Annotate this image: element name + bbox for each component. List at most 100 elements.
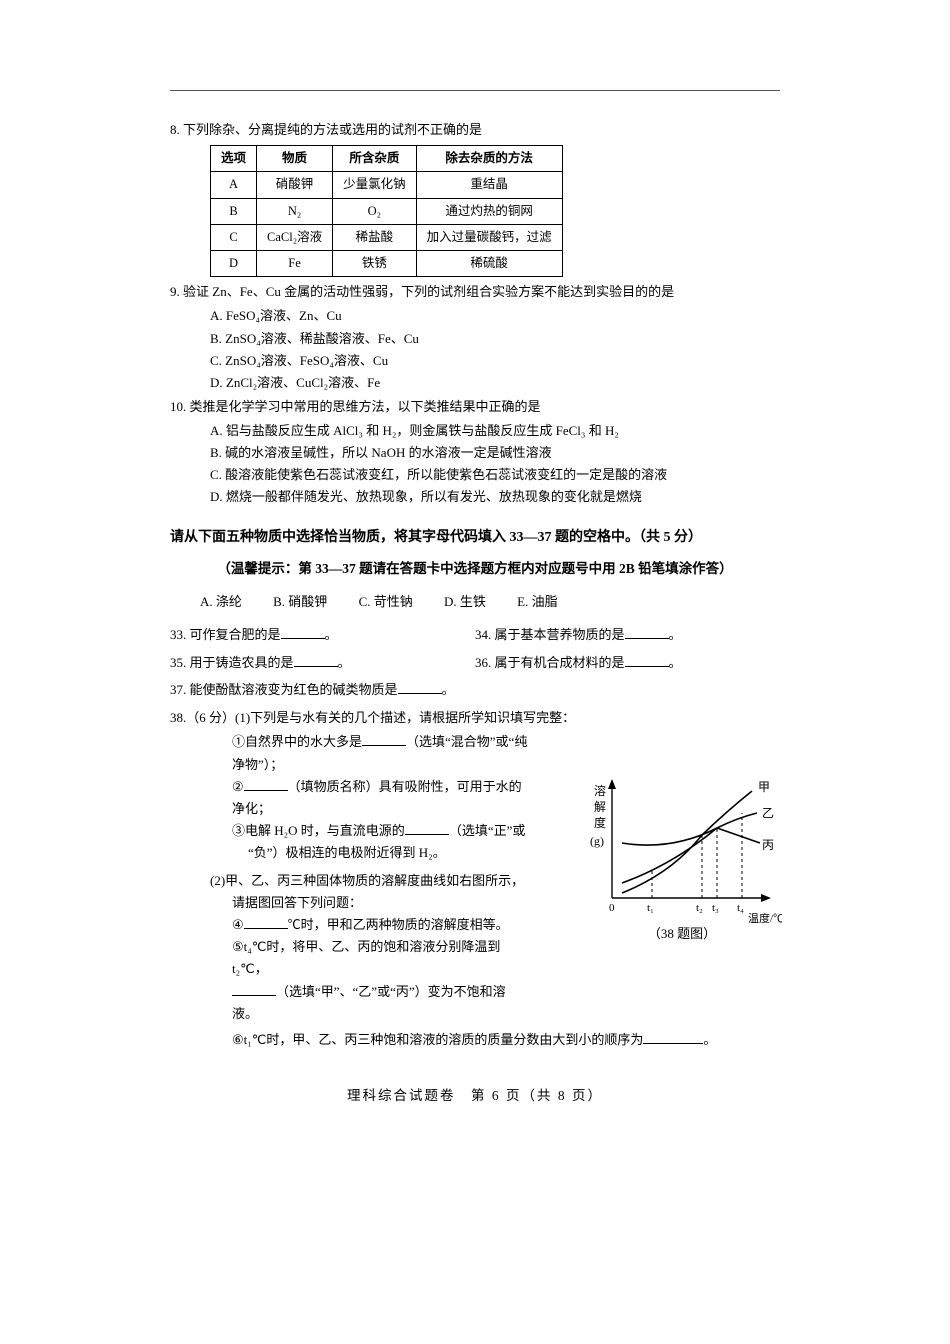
q8-header-row: 选项 物质 所含杂质 除去杂质的方法: [211, 146, 563, 172]
q8-table: 选项 物质 所含杂质 除去杂质的方法 A 硝酸钾 少量氯化钠 重结晶 B N₂ …: [210, 145, 563, 277]
blank: [281, 626, 325, 639]
blank: [244, 916, 288, 929]
blank: [625, 626, 669, 639]
q38-p2: (2)甲、乙、丙三种固体物质的溶解度曲线如右图所示，: [170, 870, 530, 892]
q33-37-grid: 33. 可作复合肥的是。 34. 属于基本营养物质的是。 35. 用于铸造农具的…: [170, 621, 780, 677]
q38-l3: ③电解 H₂O 时，与直流电源的 （选填“正”或: [170, 820, 530, 842]
cell: A: [211, 172, 257, 198]
q36: 36. 属于有机合成材料的是。: [475, 652, 780, 674]
q37: 37. 能使酚酞溶液变为红色的碱类物质是。: [170, 679, 780, 701]
svg-text:t₄: t₄: [737, 902, 744, 914]
svg-text:丙: 丙: [762, 838, 774, 852]
cell: 加入过量碳酸钙，过滤: [416, 224, 562, 250]
q38-l3c: “负”）极相连的电极附近得到 H₂。: [170, 842, 530, 864]
chart-caption: （38 题图）: [578, 923, 786, 945]
yunit: (g): [590, 834, 604, 848]
q38-text-col: ①自然界中的水大多是（选填“混合物”或“纯净物”）； ②（填物质名称）具有吸附性…: [170, 731, 530, 1024]
q8-h3: 所含杂质: [333, 146, 417, 172]
ylab1: 溶: [594, 783, 606, 798]
cell: 稀硫酸: [416, 251, 562, 277]
svg-text:乙: 乙: [762, 806, 774, 820]
q37-text: 37. 能使酚酞溶液变为红色的碱类物质是: [170, 682, 398, 697]
cell: N₂: [257, 198, 333, 224]
q38-l4: ④ ℃时，甲和乙两种物质的溶解度相等。: [170, 914, 530, 936]
blank: [398, 681, 442, 694]
q38-l6: ⑥t₁℃时，甲、乙、丙三种饱和溶液的溶质的质量分数由大到小的顺序为。: [170, 1029, 780, 1051]
q38-l5b: （选填“甲”、“乙”或“丙”）变为不饱和溶液。: [170, 981, 530, 1025]
svg-text:t₃: t₃: [712, 902, 719, 914]
choice-c: C. 苛性钠: [359, 594, 413, 609]
ylab2: 解: [594, 800, 606, 814]
q9-opt-a: A. FeSO₄溶液、Zn、Cu: [170, 305, 780, 327]
blank: [405, 822, 449, 835]
svg-text:t₂: t₂: [696, 902, 703, 914]
blank: [362, 733, 406, 746]
q8-stem: 8. 下列除杂、分离提纯的方法或选用的试剂不正确的是: [170, 119, 780, 141]
q38-p2b: 请据图回答下列问题：: [170, 892, 530, 914]
choice-d: D. 生铁: [444, 594, 486, 609]
q8-h4: 除去杂质的方法: [416, 146, 562, 172]
q9-opt-d: D. ZnCl₂溶液、CuCl₂溶液、Fe: [170, 372, 780, 394]
choice-e: E. 油脂: [517, 594, 557, 609]
cell: D: [211, 251, 257, 277]
top-rule: [170, 90, 780, 91]
t: ①自然界中的水大多是: [232, 734, 362, 749]
cell: 铁锈: [333, 251, 417, 277]
solubility-chart: 溶 解 度 (g) 甲 乙 丙 0: [578, 773, 786, 945]
cell: CaCl₂溶液: [257, 224, 333, 250]
q9-opt-b: B. ZnSO₄溶液、稀盐酸溶液、Fe、Cu: [170, 328, 780, 350]
q10-opt-a: A. 铝与盐酸反应生成 AlCl₃ 和 H₂，则金属铁与盐酸反应生成 FeCl₃…: [170, 420, 780, 442]
t: ⑥t₁℃时，甲、乙、丙三种饱和溶液的溶质的质量分数由大到小的顺序为: [232, 1032, 643, 1047]
svg-text:t₁: t₁: [647, 902, 654, 914]
q35-text: 35. 用于铸造农具的是: [170, 655, 294, 670]
cell: O₂: [333, 198, 417, 224]
cell: B: [211, 198, 257, 224]
choice-row: A. 涤纶 B. 硝酸钾 C. 苛性钠 D. 生铁 E. 油脂: [170, 591, 780, 613]
xlabel: 温度/℃: [748, 911, 782, 923]
t: ④: [232, 917, 244, 932]
table-row: D Fe 铁锈 稀硫酸: [211, 251, 563, 277]
cell: C: [211, 224, 257, 250]
t: （选填“正”或: [449, 823, 526, 838]
table-row: C CaCl₂溶液 稀盐酸 加入过量碳酸钙，过滤: [211, 224, 563, 250]
blank: [244, 777, 288, 790]
cell: 硝酸钾: [257, 172, 333, 198]
svg-text:甲: 甲: [758, 780, 770, 794]
q33-text: 33. 可作复合肥的是: [170, 627, 281, 642]
q38-head: 38.（6 分）(1)下列是与水有关的几个描述，请根据所学知识填写完整：: [170, 707, 780, 729]
q38-body: ①自然界中的水大多是（选填“混合物”或“纯净物”）； ②（填物质名称）具有吸附性…: [170, 731, 780, 1024]
blank: [232, 982, 276, 995]
cell: 重结晶: [416, 172, 562, 198]
blank: [294, 654, 338, 667]
q10-opt-c: C. 酸溶液能使紫色石蕊试液变红，所以能使紫色石蕊试液变红的一定是酸的溶液: [170, 464, 780, 486]
exam-page: 8. 下列除杂、分离提纯的方法或选用的试剂不正确的是 选项 物质 所含杂质 除去…: [0, 0, 950, 1168]
table-row: B N₂ O₂ 通过灼热的铜网: [211, 198, 563, 224]
q8-h1: 选项: [211, 146, 257, 172]
svg-text:0: 0: [609, 902, 615, 914]
q34-text: 34. 属于基本营养物质的是: [475, 627, 625, 642]
cell: Fe: [257, 251, 333, 277]
choice-b: B. 硝酸钾: [273, 594, 327, 609]
q38-l2: ②（填物质名称）具有吸附性，可用于水的净化；: [170, 776, 530, 820]
q33: 33. 可作复合肥的是。: [170, 624, 475, 646]
q8-h2: 物质: [257, 146, 333, 172]
blank: [643, 1030, 703, 1043]
q10-stem: 10. 类推是化学学习中常用的思维方法，以下类推结果中正确的是: [170, 396, 780, 418]
cell: 少量氯化钠: [333, 172, 417, 198]
chart-svg: 溶 解 度 (g) 甲 乙 丙 0: [582, 773, 782, 923]
q34: 34. 属于基本营养物质的是。: [475, 624, 780, 646]
cell: 通过灼热的铜网: [416, 198, 562, 224]
t: ℃时，甲和乙两种物质的溶解度相等。: [288, 917, 509, 932]
t: ③电解 H₂O 时，与直流电源的: [232, 823, 405, 838]
ylab3: 度: [594, 815, 606, 830]
q38-l5: ⑤t₄℃时，将甲、乙、丙的饱和溶液分别降温到 t₂℃，: [170, 936, 530, 980]
choice-a: A. 涤纶: [200, 594, 242, 609]
table-row: A 硝酸钾 少量氯化钠 重结晶: [211, 172, 563, 198]
page-footer: 理科综合试题卷 第 6 页（共 8 页）: [170, 1085, 780, 1108]
q10-opt-d: D. 燃烧一般都伴随发光、放热现象，所以有发光、放热现象的变化就是燃烧: [170, 486, 780, 508]
q9-opt-c: C. ZnSO₄溶液、FeSO₄溶液、Cu: [170, 350, 780, 372]
q38-l1: ①自然界中的水大多是（选填“混合物”或“纯净物”）；: [170, 731, 530, 775]
cell: 稀盐酸: [333, 224, 417, 250]
section-head: 请从下面五种物质中选择恰当物质，将其字母代码填入 33—37 题的空格中。（共 …: [170, 526, 780, 550]
q10-opt-b: B. 碱的水溶液呈碱性，所以 NaOH 的水溶液一定是碱性溶液: [170, 442, 780, 464]
